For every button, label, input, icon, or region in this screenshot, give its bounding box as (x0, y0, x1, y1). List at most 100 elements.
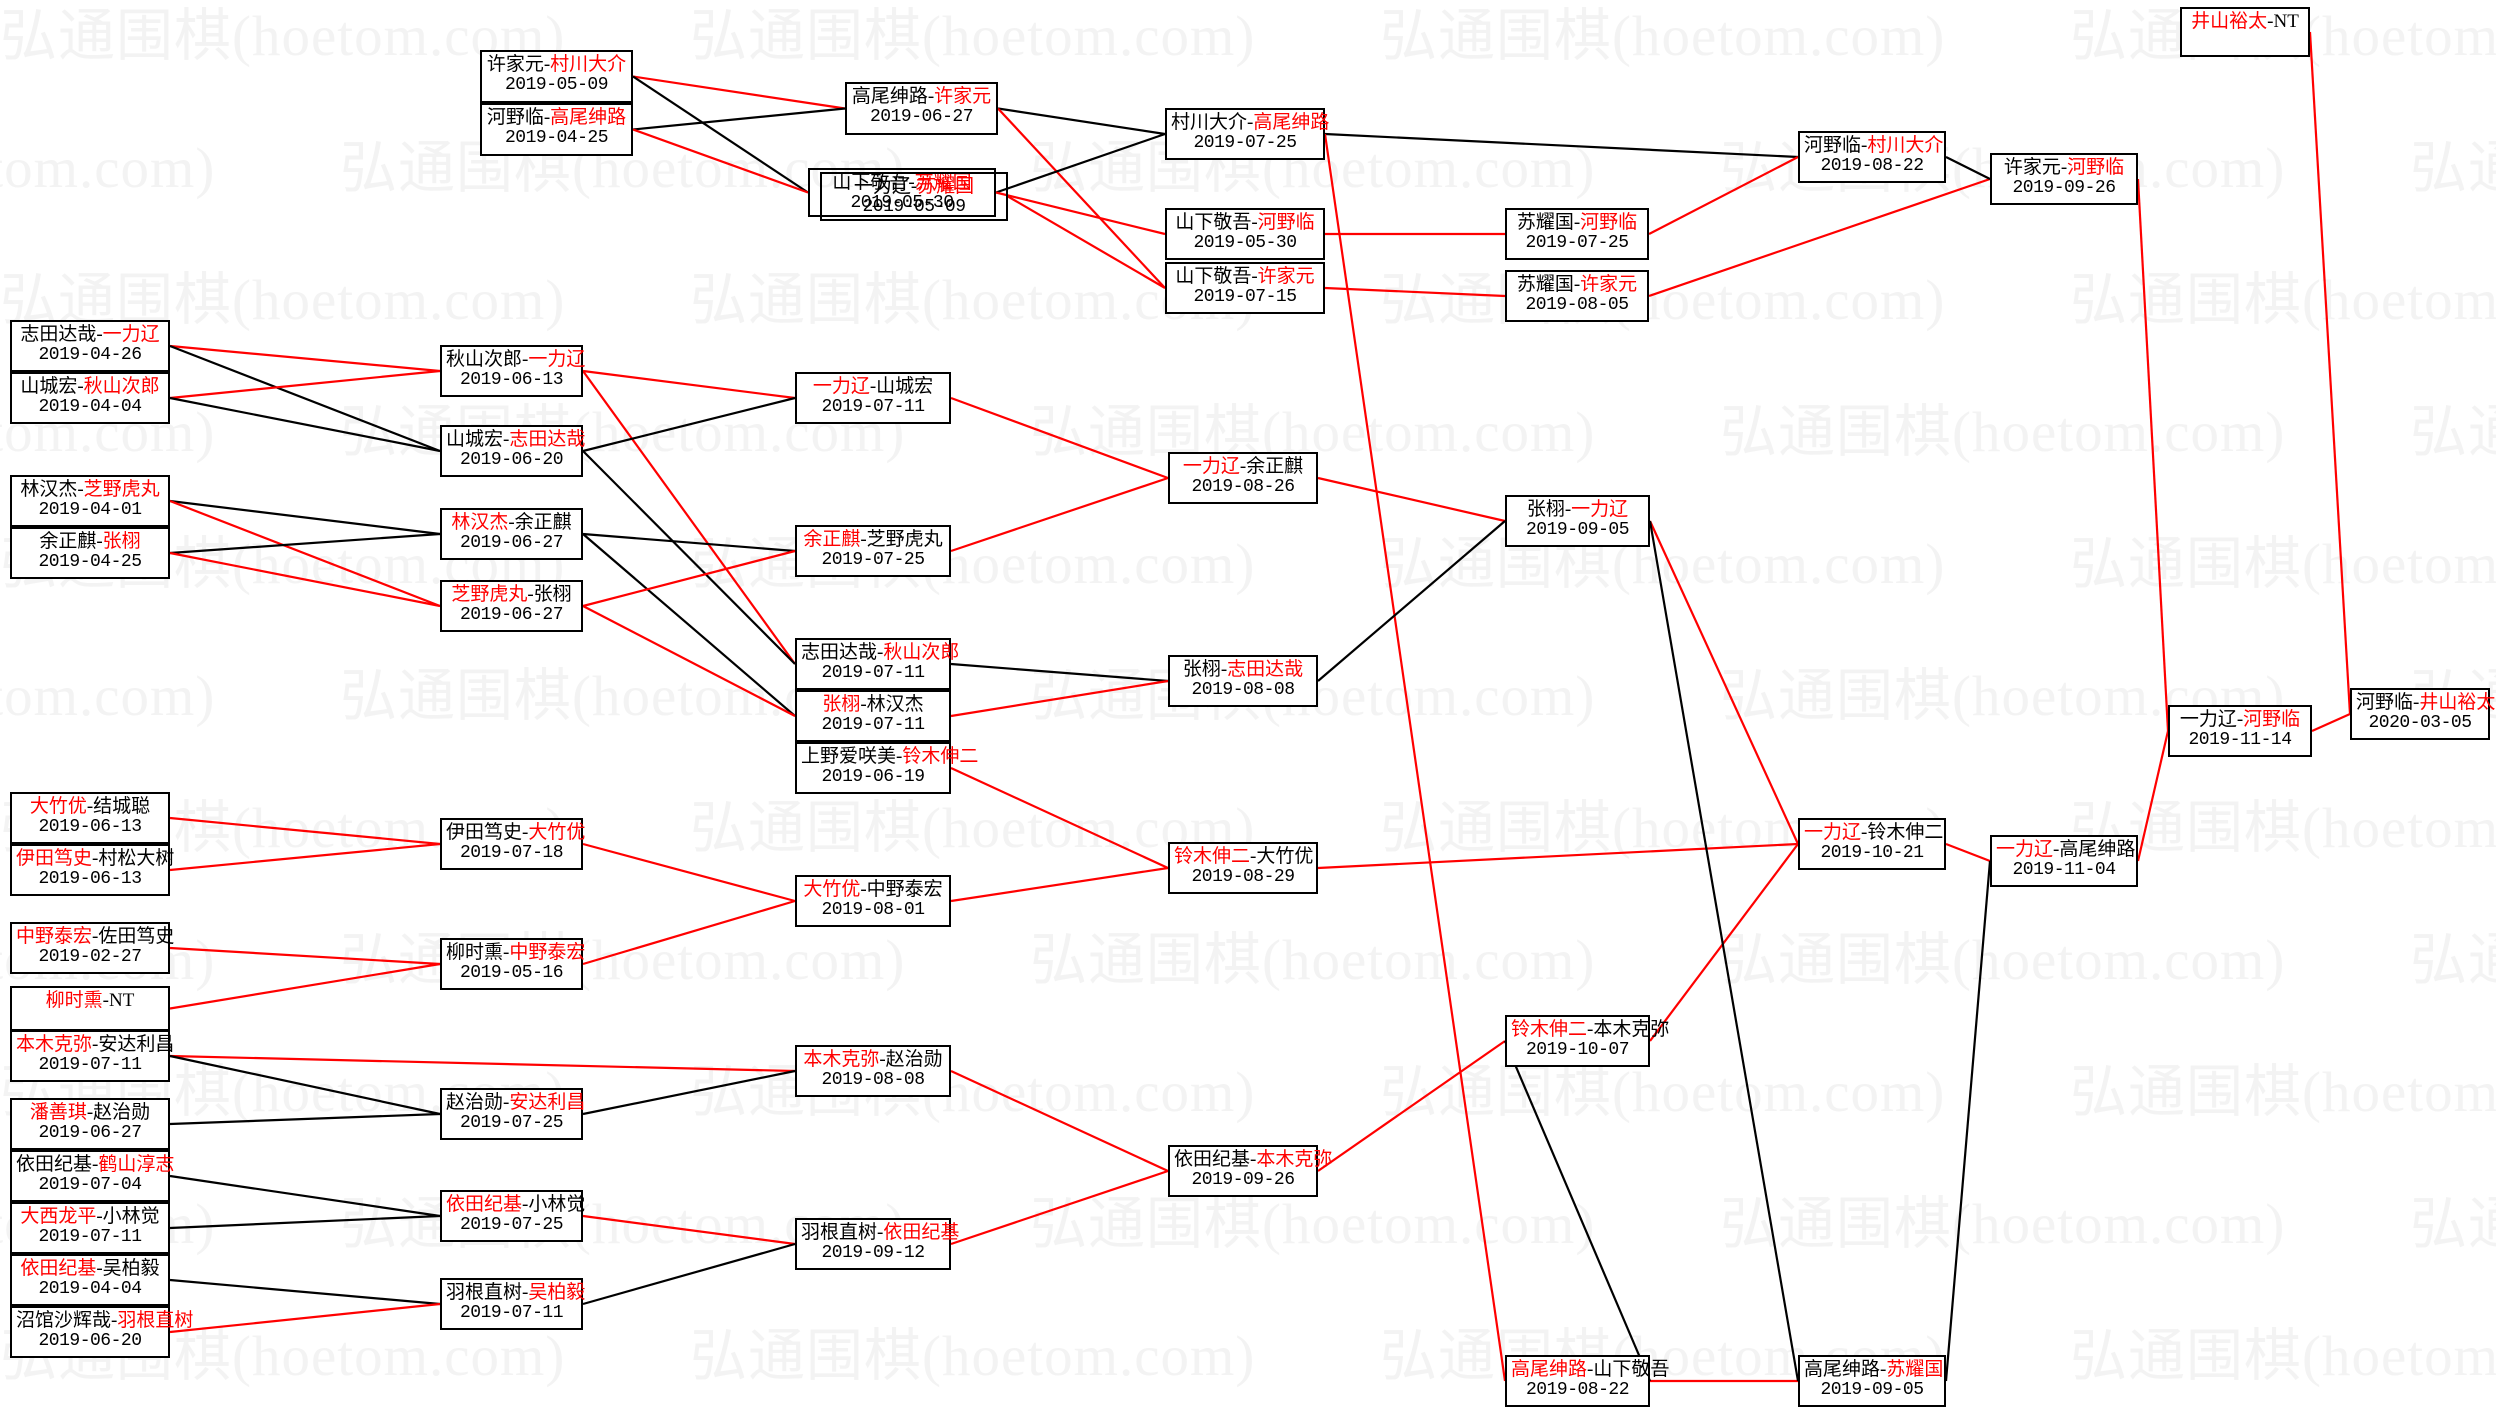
match-box[interactable]: 山下敬吾-河野临 2019-05-30 (1165, 208, 1325, 260)
match-box[interactable]: 本木克弥-安达利昌 2019-07-11 (10, 1030, 174, 1082)
match-box[interactable]: 张栩-一力辽 2019-09-05 (1505, 495, 1650, 547)
player-right: 村川大介 (1867, 135, 1944, 156)
player-left: 一力辽 (1182, 456, 1240, 477)
player-right: 村松大树 (98, 848, 175, 869)
player-right: NT (109, 990, 135, 1011)
player-right: 河野临 (2067, 157, 2125, 178)
player-separator: - (503, 942, 510, 963)
match-box[interactable]: 一力辽-河野临 2019-11-14 (2168, 705, 2312, 757)
match-box[interactable]: 山城宏-志田达哉 2019-06-20 (440, 425, 585, 477)
match-box[interactable]: 林汉杰-芝野虎丸 2019-04-01 (10, 475, 170, 527)
match-box[interactable]: 苏耀国-河野临 2019-07-25 (1505, 208, 1649, 260)
match-box[interactable]: 山下敬吾-苏耀国 2019-05-30 (808, 168, 996, 217)
match-box[interactable]: 一力辽-山城宏 2019-07-11 (795, 372, 951, 424)
match-box[interactable]: 赵治勋-安达利昌 2019-07-25 (440, 1088, 585, 1140)
match-date: 2019-07-11 (821, 397, 925, 418)
bracket-edge (997, 107, 1166, 136)
bracket-edge (1944, 860, 1992, 1382)
player-left: 山下敬吾 (832, 172, 909, 193)
match-box[interactable]: 余正麒-张栩 2019-04-25 (10, 527, 170, 579)
match-box[interactable]: 井山裕太-NT (2180, 7, 2310, 57)
match-box[interactable]: 柳时熏-NT (10, 986, 170, 1031)
match-date: 2019-11-04 (2012, 860, 2116, 881)
bracket-edge (1648, 520, 1800, 1382)
bracket-edge (1648, 156, 1799, 235)
match-box[interactable]: 大竹优-结城聪 2019-06-13 (10, 792, 170, 844)
bracket-edge (169, 1054, 441, 1116)
match-players: 一力辽-苏耀国 (826, 176, 1002, 197)
player-left: 一力辽 (1996, 839, 2054, 860)
player-right: 山下敬吾 (1593, 1359, 1670, 1380)
match-box[interactable]: 志田达哉-一力辽 2019-04-26 (10, 320, 170, 372)
match-box[interactable]: 芝野虎丸-张栩 2019-06-27 (440, 580, 583, 632)
match-box[interactable]: 潘善琪-赵治勋 2019-06-27 (10, 1098, 170, 1150)
bracket-edge (950, 679, 1169, 718)
player-right: 吴柏毅 (102, 1258, 160, 1279)
match-players: 山下敬吾-苏耀国 (814, 172, 990, 193)
match-box[interactable]: 大竹优-中野泰宏 2019-08-01 (795, 875, 951, 927)
match-box[interactable]: 张栩-林汉杰 2019-07-11 (795, 690, 951, 742)
match-box[interactable]: 余正麒-芝野虎丸 2019-07-25 (795, 525, 951, 577)
match-box[interactable]: 铃木伸二-大竹优 2019-08-29 (1168, 842, 1318, 894)
match-players: 张栩-志田达哉 (1174, 659, 1312, 680)
match-box[interactable]: 一力辽-高尾绅路 2019-11-04 (1990, 835, 2138, 887)
match-box[interactable]: 河野临-村川大介 2019-08-22 (1798, 131, 1946, 183)
match-box[interactable]: 伊田笃史-村松大树 2019-06-13 (10, 844, 174, 896)
player-separator: - (92, 1154, 99, 1175)
match-box[interactable]: 志田达哉-秋山次郎 2019-07-11 (795, 638, 959, 690)
match-date: 2019-06-20 (459, 450, 564, 471)
match-box[interactable]: 依田纪基-吴柏毅 2019-04-04 (10, 1254, 170, 1306)
match-box[interactable]: 大西龙平-小林觉 2019-07-11 (10, 1202, 170, 1254)
match-box[interactable]: 高尾绅路-苏耀国 2019-09-05 (1798, 1355, 1946, 1407)
match-box[interactable]: 河野临-高尾绅路 2019-04-25 (480, 103, 633, 156)
match-box[interactable]: 沼馆沙辉哉-羽根直树 2019-06-20 (10, 1306, 193, 1358)
match-box[interactable]: 高尾绅路-许家元 2019-06-27 (845, 82, 998, 135)
match-date: 2019-09-26 (1191, 1170, 1295, 1191)
player-right: 结城聪 (93, 796, 151, 817)
player-left: 张栩 (822, 694, 861, 715)
match-box[interactable]: 上野爱咲美-铃木伸二 2019-06-19 (795, 742, 978, 794)
match-box[interactable]: 山下敬吾-许家元 2019-07-15 (1165, 262, 1325, 314)
match-box[interactable]: 依田纪基-本木克弥 2019-09-26 (1168, 1145, 1332, 1197)
bracket-edge (1317, 476, 1506, 523)
player-separator: - (543, 107, 551, 128)
match-box[interactable]: 许家元-河野临 2019-09-26 (1990, 153, 2138, 205)
match-box[interactable]: 林汉杰-余正麒 2019-06-27 (440, 508, 583, 560)
player-left: 大竹优 (803, 879, 861, 900)
match-box[interactable]: 中野泰宏-佐田笃史 2019-02-27 (10, 922, 174, 974)
match-box[interactable]: 高尾绅路-山下敬吾 2019-08-22 (1505, 1355, 1669, 1407)
match-box[interactable]: 许家元-村川大介 2019-05-09 (480, 50, 633, 103)
match-box[interactable]: 柳时熏-中野泰宏 2019-05-16 (440, 938, 585, 990)
match-box[interactable]: 张栩-志田达哉 2019-08-08 (1168, 655, 1318, 707)
match-players: 一力辽-河野临 (2174, 709, 2306, 730)
match-box[interactable]: 村川大介-高尾绅路 2019-07-25 (1165, 108, 1329, 160)
match-box[interactable]: 伊田笃史-大竹优 2019-07-18 (440, 818, 585, 870)
player-right: 苏耀国 (1886, 1359, 1944, 1380)
match-box[interactable]: 依田纪基-鹤山淳志 2019-07-04 (10, 1150, 174, 1202)
player-right: 本木克弥 (1256, 1149, 1333, 1170)
player-right: 余正麒 (1246, 456, 1304, 477)
player-left: 柳时熏 (446, 942, 504, 963)
match-players: 依田纪基-鹤山淳志 (16, 1154, 174, 1175)
match-box[interactable]: 山城宏-秋山次郎 2019-04-04 (10, 372, 170, 424)
bracket-edge (582, 1242, 796, 1306)
player-left: 林汉杰 (451, 512, 509, 533)
match-date: 2019-07-04 (38, 1175, 142, 1196)
match-date: 2019-09-05 (1525, 520, 1630, 541)
match-box[interactable]: 苏耀国-许家元 2019-08-05 (1505, 270, 1649, 322)
match-box[interactable]: 一力辽-铃木伸二 2019-10-21 (1798, 818, 1946, 870)
match-box[interactable]: 本木克弥-赵治勋 2019-08-08 (795, 1045, 951, 1097)
match-box[interactable]: 河野临-井山裕太 2020-03-05 (2350, 688, 2495, 740)
match-players: 本木克弥-赵治勋 (801, 1049, 945, 1070)
bracket-edge (169, 816, 441, 846)
match-box[interactable]: 秋山次郎-一力辽 2019-06-13 (440, 345, 585, 397)
match-box[interactable]: 铃木伸二-本木克弥 2019-10-07 (1505, 1015, 1669, 1067)
match-box[interactable]: 一力辽-苏耀国 2019-05-09 (820, 172, 1008, 221)
bracket-edge (632, 128, 809, 194)
match-box[interactable]: 羽根直树-依田纪基 2019-09-12 (795, 1218, 959, 1270)
bracket-edge (169, 1278, 441, 1306)
match-box[interactable]: 羽根直树-吴柏毅 2019-07-11 (440, 1278, 585, 1330)
match-box[interactable]: 一力辽-余正麒 2019-08-26 (1168, 452, 1318, 504)
match-box[interactable]: 依田纪基-小林觉 2019-07-25 (440, 1190, 585, 1242)
